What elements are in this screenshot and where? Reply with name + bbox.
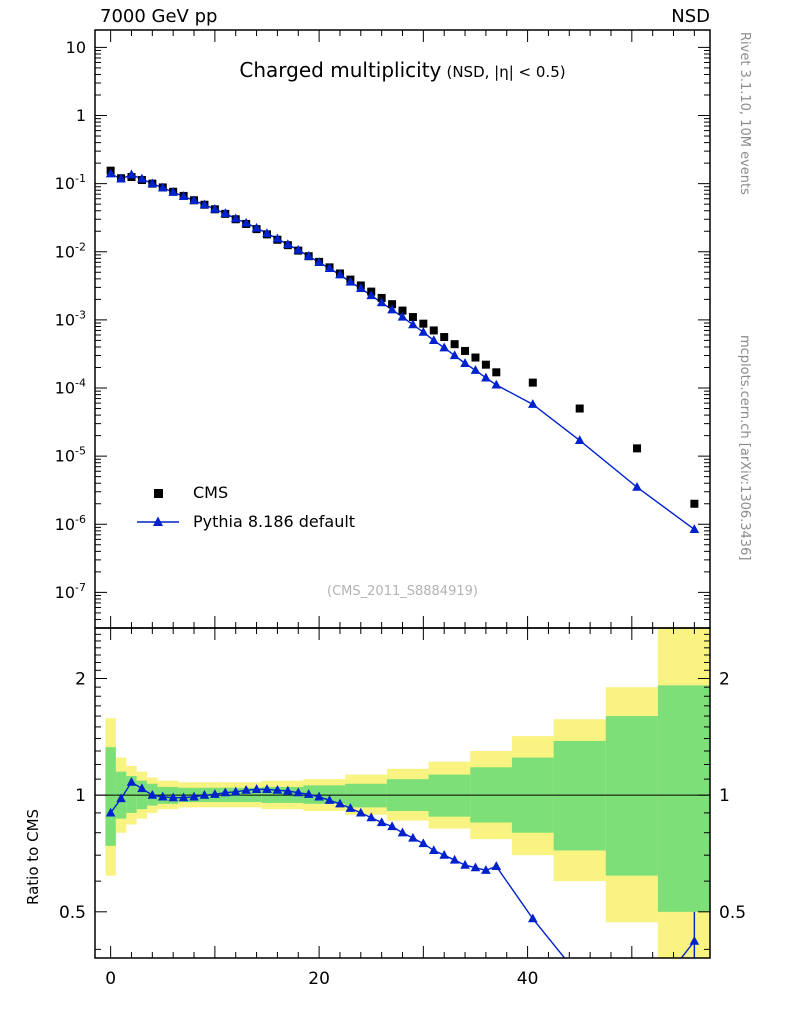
legend-label-cms: CMS: [193, 483, 229, 502]
mcplots-reference-note: mcplots.cern.ch [arXiv:1306.3436]: [737, 335, 752, 561]
svg-text:10-1: 10-1: [55, 172, 86, 193]
legend: CMS Pythia 8.186 default: [135, 478, 355, 536]
pythia-marker-icon: [137, 516, 179, 526]
svg-text:10-4: 10-4: [55, 377, 86, 398]
event-class-label: NSD: [671, 6, 710, 27]
svg-text:10-3: 10-3: [55, 308, 86, 329]
rivet-version-note: Rivet 3.1.10, 10M events: [737, 32, 752, 195]
svg-text:0.5: 0.5: [719, 903, 746, 923]
svg-text:1: 1: [76, 106, 86, 125]
legend-item-pythia: Pythia 8.186 default: [135, 507, 355, 536]
ratio-axis-label: Ratio to CMS: [24, 808, 42, 905]
svg-text:0: 0: [105, 969, 116, 989]
svg-text:2: 2: [75, 670, 86, 690]
legend-label-pythia: Pythia 8.186 default: [193, 512, 356, 531]
svg-text:10-5: 10-5: [55, 445, 86, 466]
svg-text:10-6: 10-6: [55, 513, 86, 534]
svg-text:1: 1: [719, 786, 730, 806]
svg-text:10: 10: [66, 38, 86, 57]
svg-text:2: 2: [719, 670, 730, 690]
svg-text:20: 20: [308, 969, 330, 989]
svg-text:1: 1: [75, 786, 86, 806]
chart-title-condition: (NSD, |η| < 0.5): [446, 63, 566, 81]
svg-text:40: 40: [517, 969, 539, 989]
svg-text:10-2: 10-2: [55, 240, 86, 261]
beam-energy-label: 7000 GeV pp: [100, 6, 218, 27]
svg-text:0.5: 0.5: [59, 903, 86, 923]
analysis-id-watermark: (CMS_2011_S8884919): [327, 584, 478, 599]
svg-text:10-7: 10-7: [55, 581, 86, 602]
chart-title: Charged multiplicity (NSD, |η| < 0.5): [95, 58, 710, 82]
cms-marker-icon: [154, 488, 163, 498]
chart-title-main: Charged multiplicity: [239, 58, 442, 82]
legend-item-cms: CMS: [135, 478, 355, 507]
